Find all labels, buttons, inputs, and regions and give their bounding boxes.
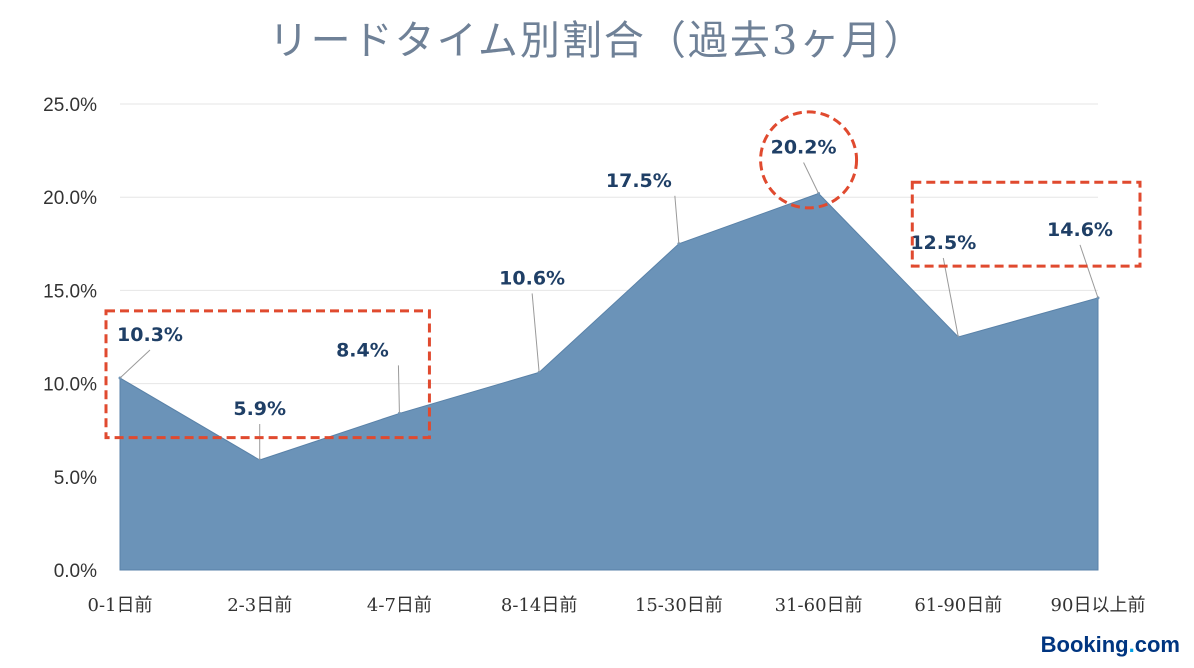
data-label: 12.5%: [910, 232, 976, 254]
booking-logo: Booking.com: [1040, 632, 1180, 657]
highlight-circle-peak: [759, 110, 859, 210]
y-tick-label: 20.0%: [43, 188, 97, 209]
y-tick-label: 5.0%: [54, 468, 97, 489]
leader-line: [674, 195, 680, 244]
y-tick-label: 15.0%: [43, 281, 97, 302]
x-tick-label: 31-60日前: [775, 595, 863, 616]
leader-line: [803, 162, 820, 194]
data-label: 8.4%: [336, 339, 389, 361]
x-tick-label: 0-1日前: [88, 595, 153, 616]
x-tick-label: 4-7日前: [367, 595, 432, 616]
x-tick-label: 8-14日前: [501, 595, 577, 616]
y-tick-label: 25.0%: [43, 95, 97, 116]
leader-line: [531, 293, 540, 373]
y-tick-label: 0.0%: [54, 561, 97, 582]
leader-line: [1079, 244, 1099, 299]
highlight-box-long-lead: [910, 180, 1142, 268]
leader-lines: [119, 162, 1099, 461]
data-label: 10.3%: [117, 324, 183, 346]
leader-line: [119, 349, 151, 379]
data-label: 10.6%: [499, 267, 565, 289]
highlight-box-short-lead: [104, 309, 431, 440]
chart-title: リードタイム別割合（過去3ヶ月）: [268, 18, 926, 64]
data-labels: 10.3% 5.9% 8.4% 10.6% 17.5% 20.2% 12.5% 14.6%: [117, 136, 1113, 420]
y-axis-ticks: 0.0% 5.0% 10.0% 15.0% 20.0% 25.0%: [43, 95, 97, 582]
data-label: 17.5%: [606, 170, 672, 192]
data-label: 5.9%: [233, 398, 286, 420]
x-tick-label: 90日以上前: [1051, 595, 1146, 616]
leader-line: [942, 257, 959, 338]
data-label: 14.6%: [1047, 219, 1113, 241]
data-label: 20.2%: [771, 136, 837, 158]
x-axis-ticks: 0-1日前 2-3日前 4-7日前 8-14日前 15-30日前 31-60日前 61-90…: [88, 595, 1146, 616]
leader-line: [397, 365, 400, 414]
highlight-marks: [104, 110, 1142, 440]
x-tick-label: 2-3日前: [227, 595, 292, 616]
x-tick-label: 15-30日前: [635, 595, 723, 616]
x-tick-label: 61-90日前: [914, 595, 1002, 616]
y-tick-label: 10.0%: [43, 375, 97, 396]
